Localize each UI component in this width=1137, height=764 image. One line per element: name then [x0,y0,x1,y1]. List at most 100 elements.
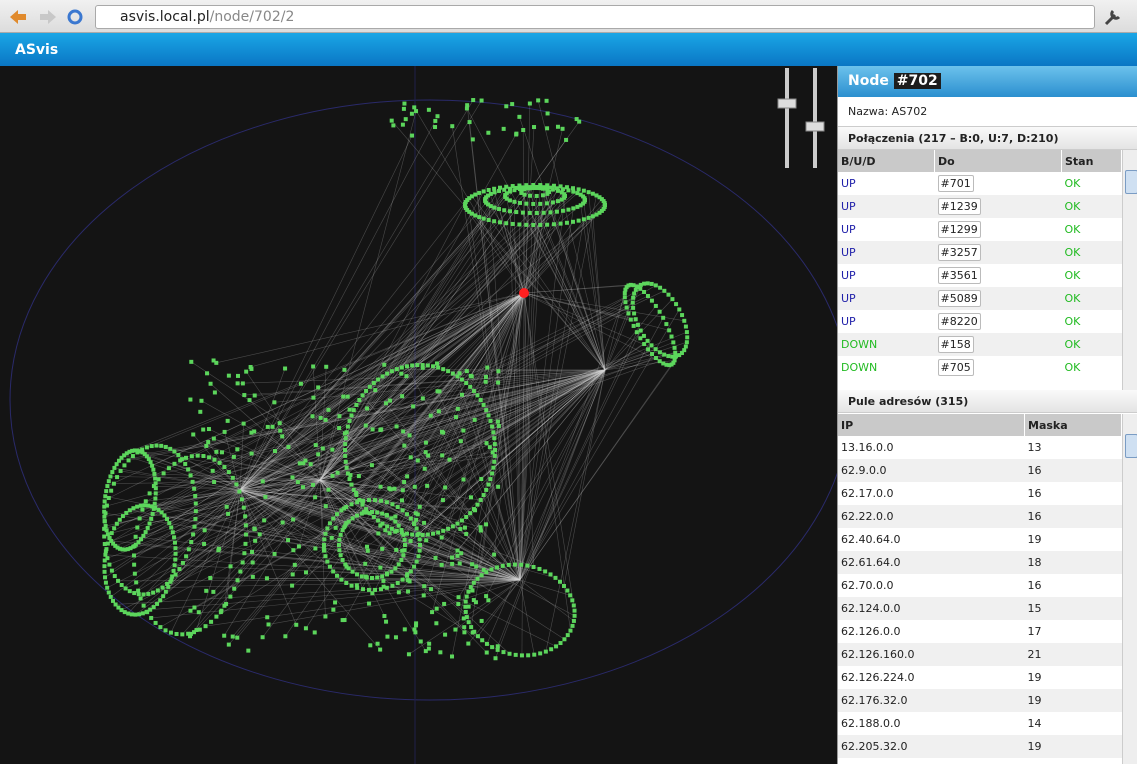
edge [486,369,606,645]
graph-node [173,551,178,556]
scrollbar[interactable] [1122,414,1137,764]
graph-node [247,398,252,403]
target-link[interactable]: #3257 [937,244,981,261]
edge [239,489,557,647]
graph-node [345,424,350,429]
orbit [9,99,837,701]
graph-node [666,354,671,359]
graph-node [473,213,478,218]
scroll-thumb[interactable] [1125,170,1137,194]
mask: 21 [1024,643,1122,666]
graph-node [376,377,381,382]
edge [419,544,521,581]
url-bar[interactable]: asvis.local.pl/node/702/2 [95,5,1095,29]
edge [519,188,534,581]
target-link[interactable]: #1299 [937,221,981,238]
graph-node [379,427,384,432]
target-link[interactable]: #8220 [937,313,981,330]
slider-handle[interactable] [805,121,825,132]
connection-row: DOWN #705 OK [838,356,1122,379]
graph-node [484,408,489,413]
edge [160,369,606,628]
graph-node [111,541,116,546]
scrollbar[interactable] [1122,150,1137,390]
edge [340,369,606,556]
target-link[interactable]: #3561 [937,267,981,284]
graph-node [172,449,177,454]
graph-node [230,634,235,639]
graph-node [683,324,688,329]
graph-node [243,541,248,546]
graph-node [475,634,480,639]
graph-node [355,500,360,505]
slider-handle[interactable] [777,98,797,109]
target-link[interactable]: #705 [937,359,974,376]
slider-track [813,68,817,168]
graph-node [492,442,497,447]
graph-node [165,581,170,586]
graph-node [537,566,542,571]
edge [497,369,606,647]
graph-node [375,575,380,580]
forward-icon[interactable] [40,10,56,24]
nav-buttons[interactable] [6,6,86,28]
edge [508,369,606,566]
graph-view[interactable] [0,66,837,764]
graph-node [513,652,518,657]
graph-node [581,188,586,193]
target-link[interactable]: #158 [937,336,974,353]
edge [319,331,688,481]
edge [104,369,606,530]
edge [319,205,492,481]
target-link[interactable]: #5089 [937,290,981,307]
graph-node [376,531,381,536]
edge [169,292,525,524]
edge [519,195,566,581]
graph-node [438,650,443,655]
edge [333,571,521,581]
target-link[interactable]: #1239 [937,198,981,215]
reload-icon[interactable] [67,9,83,25]
edge [268,579,521,625]
edge [448,369,606,372]
graph-node [248,365,253,370]
graph-node [626,283,631,288]
graph-node [109,538,114,543]
graph-node [507,651,512,656]
graph-node [626,311,631,316]
graph-node [347,407,352,412]
scroll-thumb[interactable] [1125,434,1137,458]
edge [122,369,606,517]
graph-node [104,503,109,508]
graph-node [235,635,240,640]
graph-node [631,295,636,300]
selected-node[interactable] [519,288,529,298]
graph-node [417,537,422,542]
graph-node [544,98,549,103]
edge [227,489,241,515]
graph-node [653,347,658,352]
edge [285,292,525,637]
graph-node [633,287,638,292]
app-title[interactable]: ASvis [15,42,59,58]
graph-node [292,562,297,567]
graph-node [131,506,136,511]
edge [470,292,525,376]
back-icon[interactable] [10,10,26,24]
graph-node [416,554,421,559]
edge [197,455,321,481]
graph-node [575,191,580,196]
graph-node [498,220,502,225]
graph-node [116,578,121,583]
settings-icon[interactable] [1103,7,1125,27]
edge [105,512,521,581]
graph-node [426,107,431,112]
edge [386,292,525,574]
graph-node [441,367,446,372]
edge [239,135,413,491]
edge [465,292,525,384]
graph-node [347,477,352,482]
graph-node [532,125,537,130]
target-link[interactable]: #701 [937,175,974,192]
edge [179,489,241,570]
